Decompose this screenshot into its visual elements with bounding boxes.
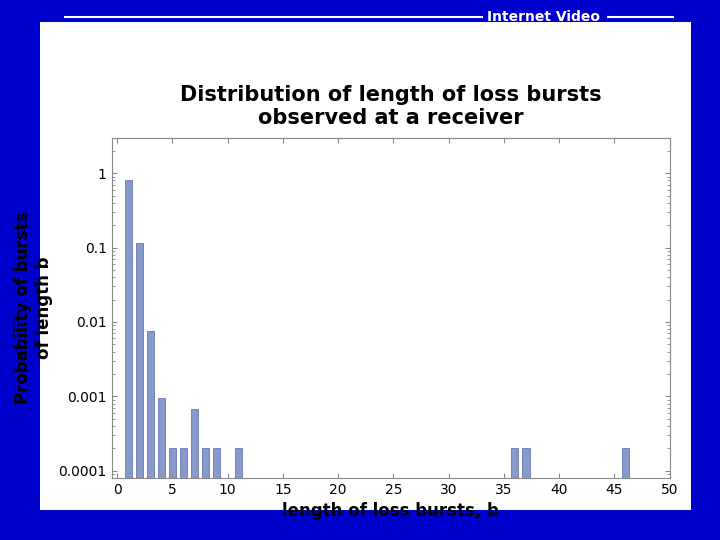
Bar <box>135 243 143 540</box>
Bar <box>511 448 518 540</box>
Bar <box>523 448 529 540</box>
Y-axis label: Probability of bursts
of length b: Probability of bursts of length b <box>14 212 53 404</box>
X-axis label: length of loss bursts, b: length of loss bursts, b <box>282 502 499 521</box>
Bar <box>235 448 242 540</box>
Bar <box>191 409 198 540</box>
Bar <box>168 448 176 540</box>
Bar <box>125 180 132 540</box>
Title: Distribution of length of loss bursts
observed at a receiver: Distribution of length of loss bursts ob… <box>180 85 601 128</box>
Bar <box>180 448 187 540</box>
Text: Internet Video: Internet Video <box>487 10 600 24</box>
Bar <box>147 331 154 540</box>
Bar <box>213 448 220 540</box>
Bar <box>202 448 209 540</box>
Bar <box>158 398 165 540</box>
Bar <box>622 448 629 540</box>
